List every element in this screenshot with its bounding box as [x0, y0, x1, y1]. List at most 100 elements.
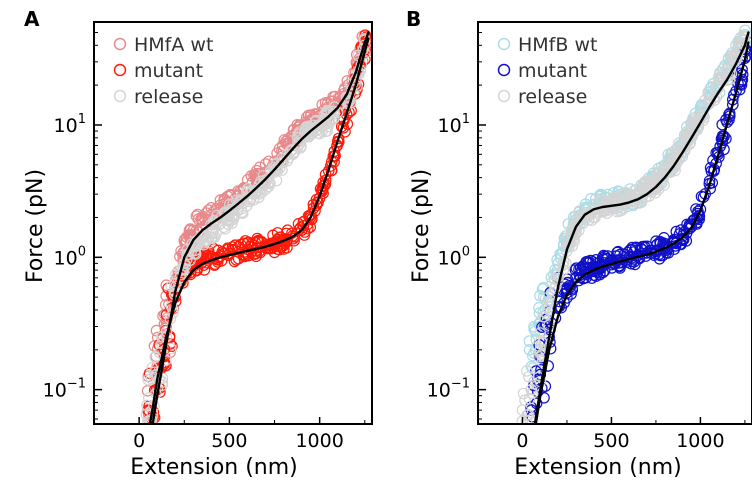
panel-b-series-1-point: [621, 246, 634, 259]
panel-a-legend-bg: [102, 56, 232, 82]
panel-b-y-axis-title: Force (pN): [409, 169, 434, 283]
panel-a-letter: A: [24, 7, 40, 31]
panel-a-series-1-point: [340, 108, 353, 121]
panel-b-legend-marker: [497, 63, 511, 77]
panel-b-legend-label: mutant: [518, 60, 587, 82]
panel-b-series-1-point: [581, 268, 593, 280]
panel-b-series-2-point: [516, 404, 529, 416]
panel-a-series-2-point: [313, 119, 326, 131]
panel-b-x-tick-label: 0: [516, 430, 528, 452]
panel-a-series-2-point: [259, 176, 272, 188]
panel-a-series-0-point: [187, 224, 200, 237]
panel-a-y-tick-label: 101: [54, 112, 86, 137]
panel-a-fit-curve-mutant: [148, 37, 370, 424]
panel-b-series-2-point: [713, 69, 726, 81]
panel-b-legend-label: HMfB wt: [518, 34, 597, 56]
panel-a-series-0-point: [214, 194, 227, 206]
panel-a-series-1-point: [292, 218, 305, 230]
panel-a-y-tick-label: 100: [54, 244, 86, 269]
panel-b-series-2-point: [543, 319, 555, 331]
panel-a-series-2-point: [196, 232, 209, 244]
panel-b-series-1-point: [685, 221, 698, 233]
panel-b-series-2-point: [639, 175, 651, 188]
panel-b-series-2-point: [522, 370, 535, 383]
panel-a-series-1-point: [295, 224, 308, 237]
panel-b-series-2-point: [726, 51, 739, 63]
panel-b-series-2-point: [523, 392, 536, 405]
panel-b-series-2-point: [539, 292, 552, 304]
panel-a-legend-marker: [113, 63, 127, 77]
panel-a-series-2-point: [254, 175, 267, 188]
panel-a-series-2-point: [295, 133, 308, 146]
panel-b-series-2-point: [650, 177, 662, 190]
panel-a: A Force (pN) Extension (nm) 0 500 1000 10−1…: [23, 7, 373, 480]
panel-a-series-1-point: [331, 135, 344, 148]
panel-a-legend-label: mutant: [134, 60, 203, 82]
panel-b-legend-marker: [497, 89, 511, 103]
panel-a-x-tick-label: 500: [211, 430, 247, 452]
panel-b-series-2-point: [520, 365, 533, 377]
panel-b-series-2-point: [534, 343, 547, 356]
panel-b-series-2-point: [673, 137, 685, 149]
panel-b-series-2-point: [587, 203, 600, 216]
panel-a-legend-bg: [102, 82, 232, 108]
panel-a-series-0-point: [141, 384, 154, 397]
panel-b-legend: HMfB wt mutant release: [486, 30, 616, 108]
panel-b-series-1-point: [658, 232, 670, 244]
panel-b-ticks: 0 500 1000 10−1 100 101: [427, 31, 746, 452]
panel-b-y-tick-label: 101: [438, 112, 470, 137]
panel-b-y-tick-label: 10−1: [427, 377, 470, 402]
panel-a-series-2-point: [234, 194, 247, 206]
panel-b-fit-curve-mutant: [534, 41, 750, 424]
panel-b-series-2-point: [666, 147, 679, 159]
panel-a-series-2-point: [268, 166, 281, 178]
panel-b-series-2-point: [708, 94, 721, 106]
panel-b-series-1-point: [612, 245, 624, 258]
panel-a-fit-curve-wt: [151, 31, 370, 424]
panel-a-legend-marker: [113, 37, 127, 51]
panel-a-series-2-point: [250, 184, 263, 197]
panel-a-series-0-point: [183, 224, 196, 237]
panel-a-series-2-point: [277, 155, 290, 168]
panel-b: B Force (pN) Extension (nm) 0 500 1000 10−1…: [406, 7, 752, 480]
panel-a-series-0-point: [151, 331, 164, 344]
panel-a-series-2-point: [199, 234, 212, 247]
panel-b-series-2-point: [546, 276, 559, 289]
panel-b-series-1-point: [695, 190, 708, 203]
panel-b-series-2-point: [525, 383, 538, 396]
panel-b-marks: [516, 24, 752, 424]
panel-b-series-2-point: [550, 280, 562, 292]
panel-a-series-2-point: [205, 224, 218, 237]
panel-a-series-2-point: [188, 247, 201, 260]
panel-b-series-0-point: [523, 335, 536, 347]
panel-a-legend-bg: [102, 30, 232, 56]
panel-b-x-tick-label: 500: [593, 430, 629, 452]
panel-b-series-2-point: [570, 221, 582, 233]
panel-a-series-1-point: [310, 199, 323, 211]
panel-b-legend-bg: [486, 30, 616, 56]
panel-a-series-1-point: [317, 180, 329, 193]
panel-b-series-1-point: [676, 230, 689, 242]
panel-a-legend-label: HMfA wt: [134, 34, 213, 56]
panel-b-legend-bg: [486, 82, 616, 108]
panel-a-series-1-point: [328, 145, 341, 158]
panel-b-series-2-point: [552, 267, 564, 280]
panel-a-series-1-point: [304, 211, 317, 224]
panel-a-y-tick-label: 10−1: [43, 377, 86, 402]
panel-a-x-tick-label: 1000: [295, 430, 343, 452]
panel-a-series-2-point: [220, 209, 232, 221]
panel-b-series-1-point: [670, 236, 683, 248]
panel-b-x-axis-title: Extension (nm): [514, 455, 682, 480]
panel-b-series-1-point: [667, 236, 680, 248]
panel-b-legend-label: release: [518, 86, 587, 108]
panel-a-legend-label: release: [134, 86, 203, 108]
panel-a-x-axis-title: Extension (nm): [130, 455, 298, 480]
panel-a-y-axis-title: Force (pN): [23, 169, 48, 283]
panel-b-x-tick-label: 1000: [676, 430, 724, 452]
panel-b-series-2-point: [578, 208, 591, 221]
panel-a-plot-frame: [93, 21, 373, 425]
panel-b-letter: B: [406, 7, 421, 31]
panel-b-plot-frame: [477, 21, 752, 425]
panel-a-series-2-point: [304, 125, 317, 137]
